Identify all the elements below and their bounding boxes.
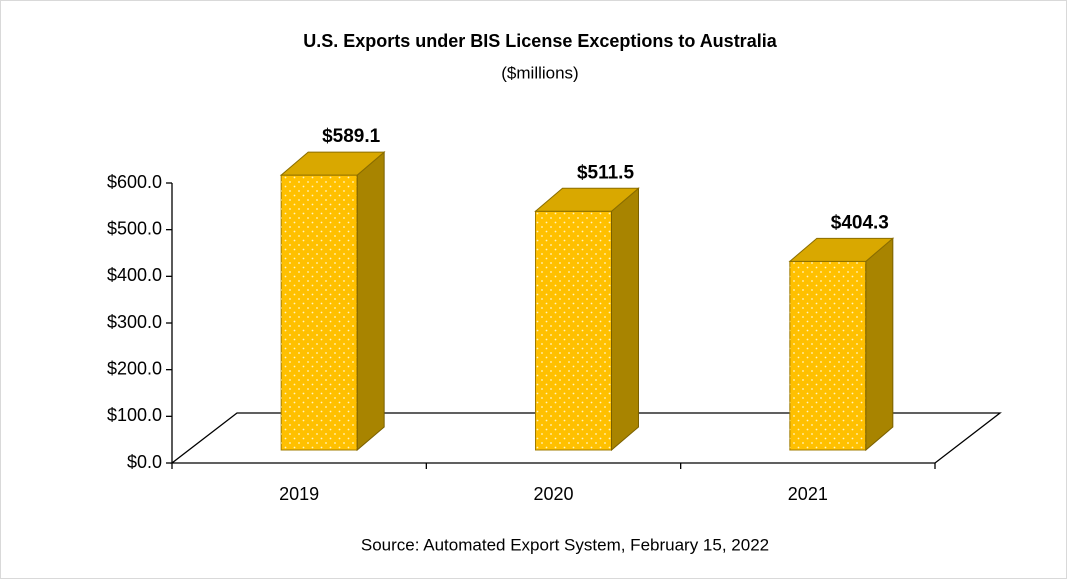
y-tick-label: $0.0 [127, 452, 162, 472]
y-tick-label: $400.0 [107, 265, 162, 285]
data-label: $589.1 [322, 126, 381, 147]
chart-title: U.S. Exports under BIS License Exception… [303, 31, 777, 51]
source-note: Source: Automated Export System, Februar… [361, 535, 769, 554]
y-tick-label: $600.0 [107, 172, 162, 192]
x-tick-label: 2021 [788, 484, 828, 504]
y-tick-label: $300.0 [107, 312, 162, 332]
bar-side [865, 237, 894, 452]
y-tick-label: $200.0 [107, 358, 162, 378]
bar-top [788, 237, 895, 262]
data-label: $511.5 [577, 162, 634, 183]
chart-subtitle: ($millions) [501, 63, 578, 82]
x-tick-label: 2020 [533, 484, 573, 504]
bar-top [279, 151, 386, 176]
bar-top [534, 187, 640, 212]
bar-front-texture [281, 175, 358, 450]
bar-front-texture [789, 261, 866, 450]
y-tick-label: $500.0 [107, 218, 162, 238]
y-tick-label: $100.0 [107, 405, 162, 425]
bar-front-texture [535, 211, 612, 450]
bar-side [356, 151, 385, 452]
x-tick-label: 2019 [279, 484, 319, 504]
bar-side [611, 187, 639, 452]
data-label: $404.3 [831, 212, 889, 233]
